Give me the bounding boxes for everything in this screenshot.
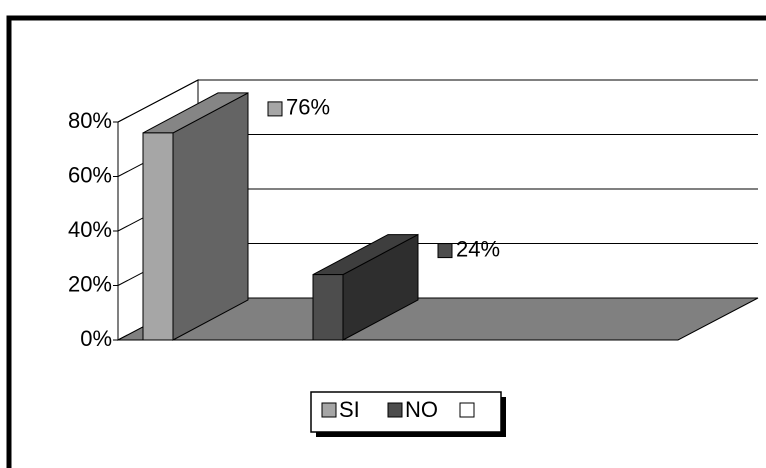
legend-swatch: [459, 402, 475, 418]
legend-swatch: [321, 402, 337, 418]
legend-label: SI: [339, 397, 360, 422]
y-tick-label: 20%: [68, 271, 112, 296]
value-label: 76%: [286, 95, 330, 120]
y-tick-label: 0%: [80, 326, 112, 351]
value-label-swatch: [437, 243, 453, 259]
bar-side: [172, 92, 249, 341]
y-tick-label: 60%: [68, 162, 112, 187]
grid-line: [117, 79, 758, 123]
plot-area: 0% 20% 40% 60% 80% 76% 24%: [68, 79, 759, 351]
legend-label: NO: [405, 397, 438, 422]
legend-swatch: [387, 402, 403, 418]
bar: [142, 132, 174, 341]
value-label-swatch: [267, 101, 283, 117]
value-label: 24%: [456, 236, 500, 261]
y-tick-label: 80%: [68, 108, 112, 133]
bar: [312, 274, 344, 341]
y-tick-label: 40%: [68, 217, 112, 242]
